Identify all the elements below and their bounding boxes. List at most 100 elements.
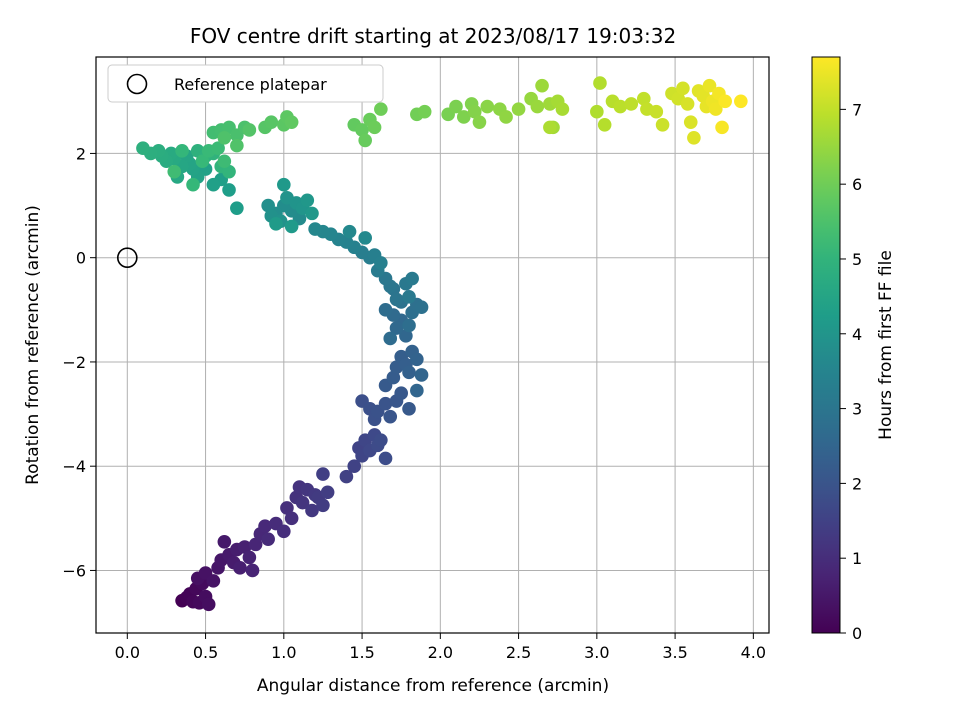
data-point [457, 110, 471, 124]
data-point [383, 409, 398, 424]
data-point [402, 289, 416, 304]
data-point [414, 368, 429, 382]
data-point [280, 501, 294, 515]
colorbar-tick-label: 2 [852, 474, 862, 493]
legend-label-reference: Reference platepar [174, 75, 327, 94]
data-point [316, 467, 330, 481]
data-point [467, 104, 482, 119]
data-point [284, 511, 299, 526]
data-point [543, 120, 557, 135]
data-point [378, 303, 393, 317]
data-point [715, 120, 729, 135]
data-point [339, 469, 354, 484]
data-point [136, 141, 150, 156]
data-point [201, 597, 216, 612]
data-point [269, 217, 283, 231]
data-point [245, 563, 260, 578]
legend: Reference platepar [107, 64, 384, 103]
data-point [233, 561, 247, 575]
data-point [402, 365, 416, 380]
data-point [242, 550, 257, 565]
data-point [386, 370, 401, 385]
colorbar-label: Hours from first FF file [876, 250, 896, 440]
data-point [472, 115, 487, 129]
colorbar-tick-label: 6 [852, 175, 862, 194]
data-point [217, 130, 232, 145]
data-point [308, 222, 322, 236]
reference-marker [117, 247, 138, 268]
data-point [264, 115, 279, 129]
data-point [530, 99, 545, 114]
x-axis-label: Angular distance from reference (arcmin) [257, 676, 609, 696]
y-axis-label: Rotation from reference (arcmin) [23, 205, 43, 485]
data-point [676, 81, 690, 96]
data-point [734, 94, 748, 109]
data-point [358, 231, 373, 245]
data-point [167, 164, 182, 179]
y-tick-label: −4 [62, 457, 86, 476]
data-point [175, 144, 189, 158]
y-axis-ticks: −6 −4 −2 0 2 [62, 144, 96, 580]
data-point [511, 102, 526, 116]
colorbar-tick-label: 7 [852, 100, 862, 119]
data-point [649, 104, 664, 119]
colorbar-tick-label: 1 [852, 549, 862, 568]
data-point [394, 386, 408, 401]
data-point [242, 123, 257, 137]
data-point [374, 433, 388, 447]
x-tick-label: 4.0 [741, 643, 766, 662]
data-point [237, 540, 252, 554]
data-point [358, 133, 373, 148]
data-point [277, 524, 291, 539]
data-point [367, 120, 382, 135]
data-point [414, 300, 429, 315]
data-point [535, 78, 549, 93]
data-point [342, 224, 357, 239]
x-tick-label: 0.5 [193, 643, 218, 662]
colorbar-tick-label: 4 [852, 325, 862, 344]
data-point [248, 537, 263, 552]
data-point [295, 495, 310, 510]
data-point [680, 97, 695, 111]
data-point [284, 115, 299, 129]
x-tick-label: 2.5 [506, 643, 531, 662]
data-point [195, 154, 210, 169]
grid [96, 57, 769, 633]
data-point [405, 271, 419, 286]
data-point [206, 574, 221, 588]
x-tick-label: 1.5 [349, 643, 374, 662]
data-point [374, 256, 388, 270]
data-point [636, 91, 651, 106]
chart-title: FOV centre drift starting at 2023/08/17 … [190, 24, 676, 48]
data-point [374, 102, 388, 116]
data-point [402, 402, 416, 416]
data-point [222, 183, 236, 197]
data-point [186, 177, 200, 192]
y-tick-label: −6 [62, 561, 86, 580]
data-point [597, 117, 612, 132]
scatter-points [136, 76, 748, 612]
y-tick-label: −2 [62, 353, 86, 372]
data-point [624, 97, 639, 111]
data-point [378, 451, 393, 466]
data-point [300, 193, 315, 208]
data-point [230, 201, 244, 215]
data-point [708, 102, 723, 116]
data-point [258, 519, 272, 533]
data-point [555, 102, 570, 116]
x-tick-label: 1.0 [271, 643, 296, 662]
data-point [399, 329, 413, 343]
legend-box [107, 64, 384, 103]
plot-frame [95, 56, 770, 634]
data-point [480, 99, 495, 114]
data-point [316, 498, 330, 513]
legend-marker-icon [126, 73, 148, 95]
data-point [590, 104, 604, 119]
data-point [683, 115, 698, 129]
data-point [687, 130, 701, 145]
data-point [378, 396, 393, 411]
data-point [389, 321, 404, 335]
data-point [261, 532, 275, 546]
data-point [206, 177, 221, 192]
